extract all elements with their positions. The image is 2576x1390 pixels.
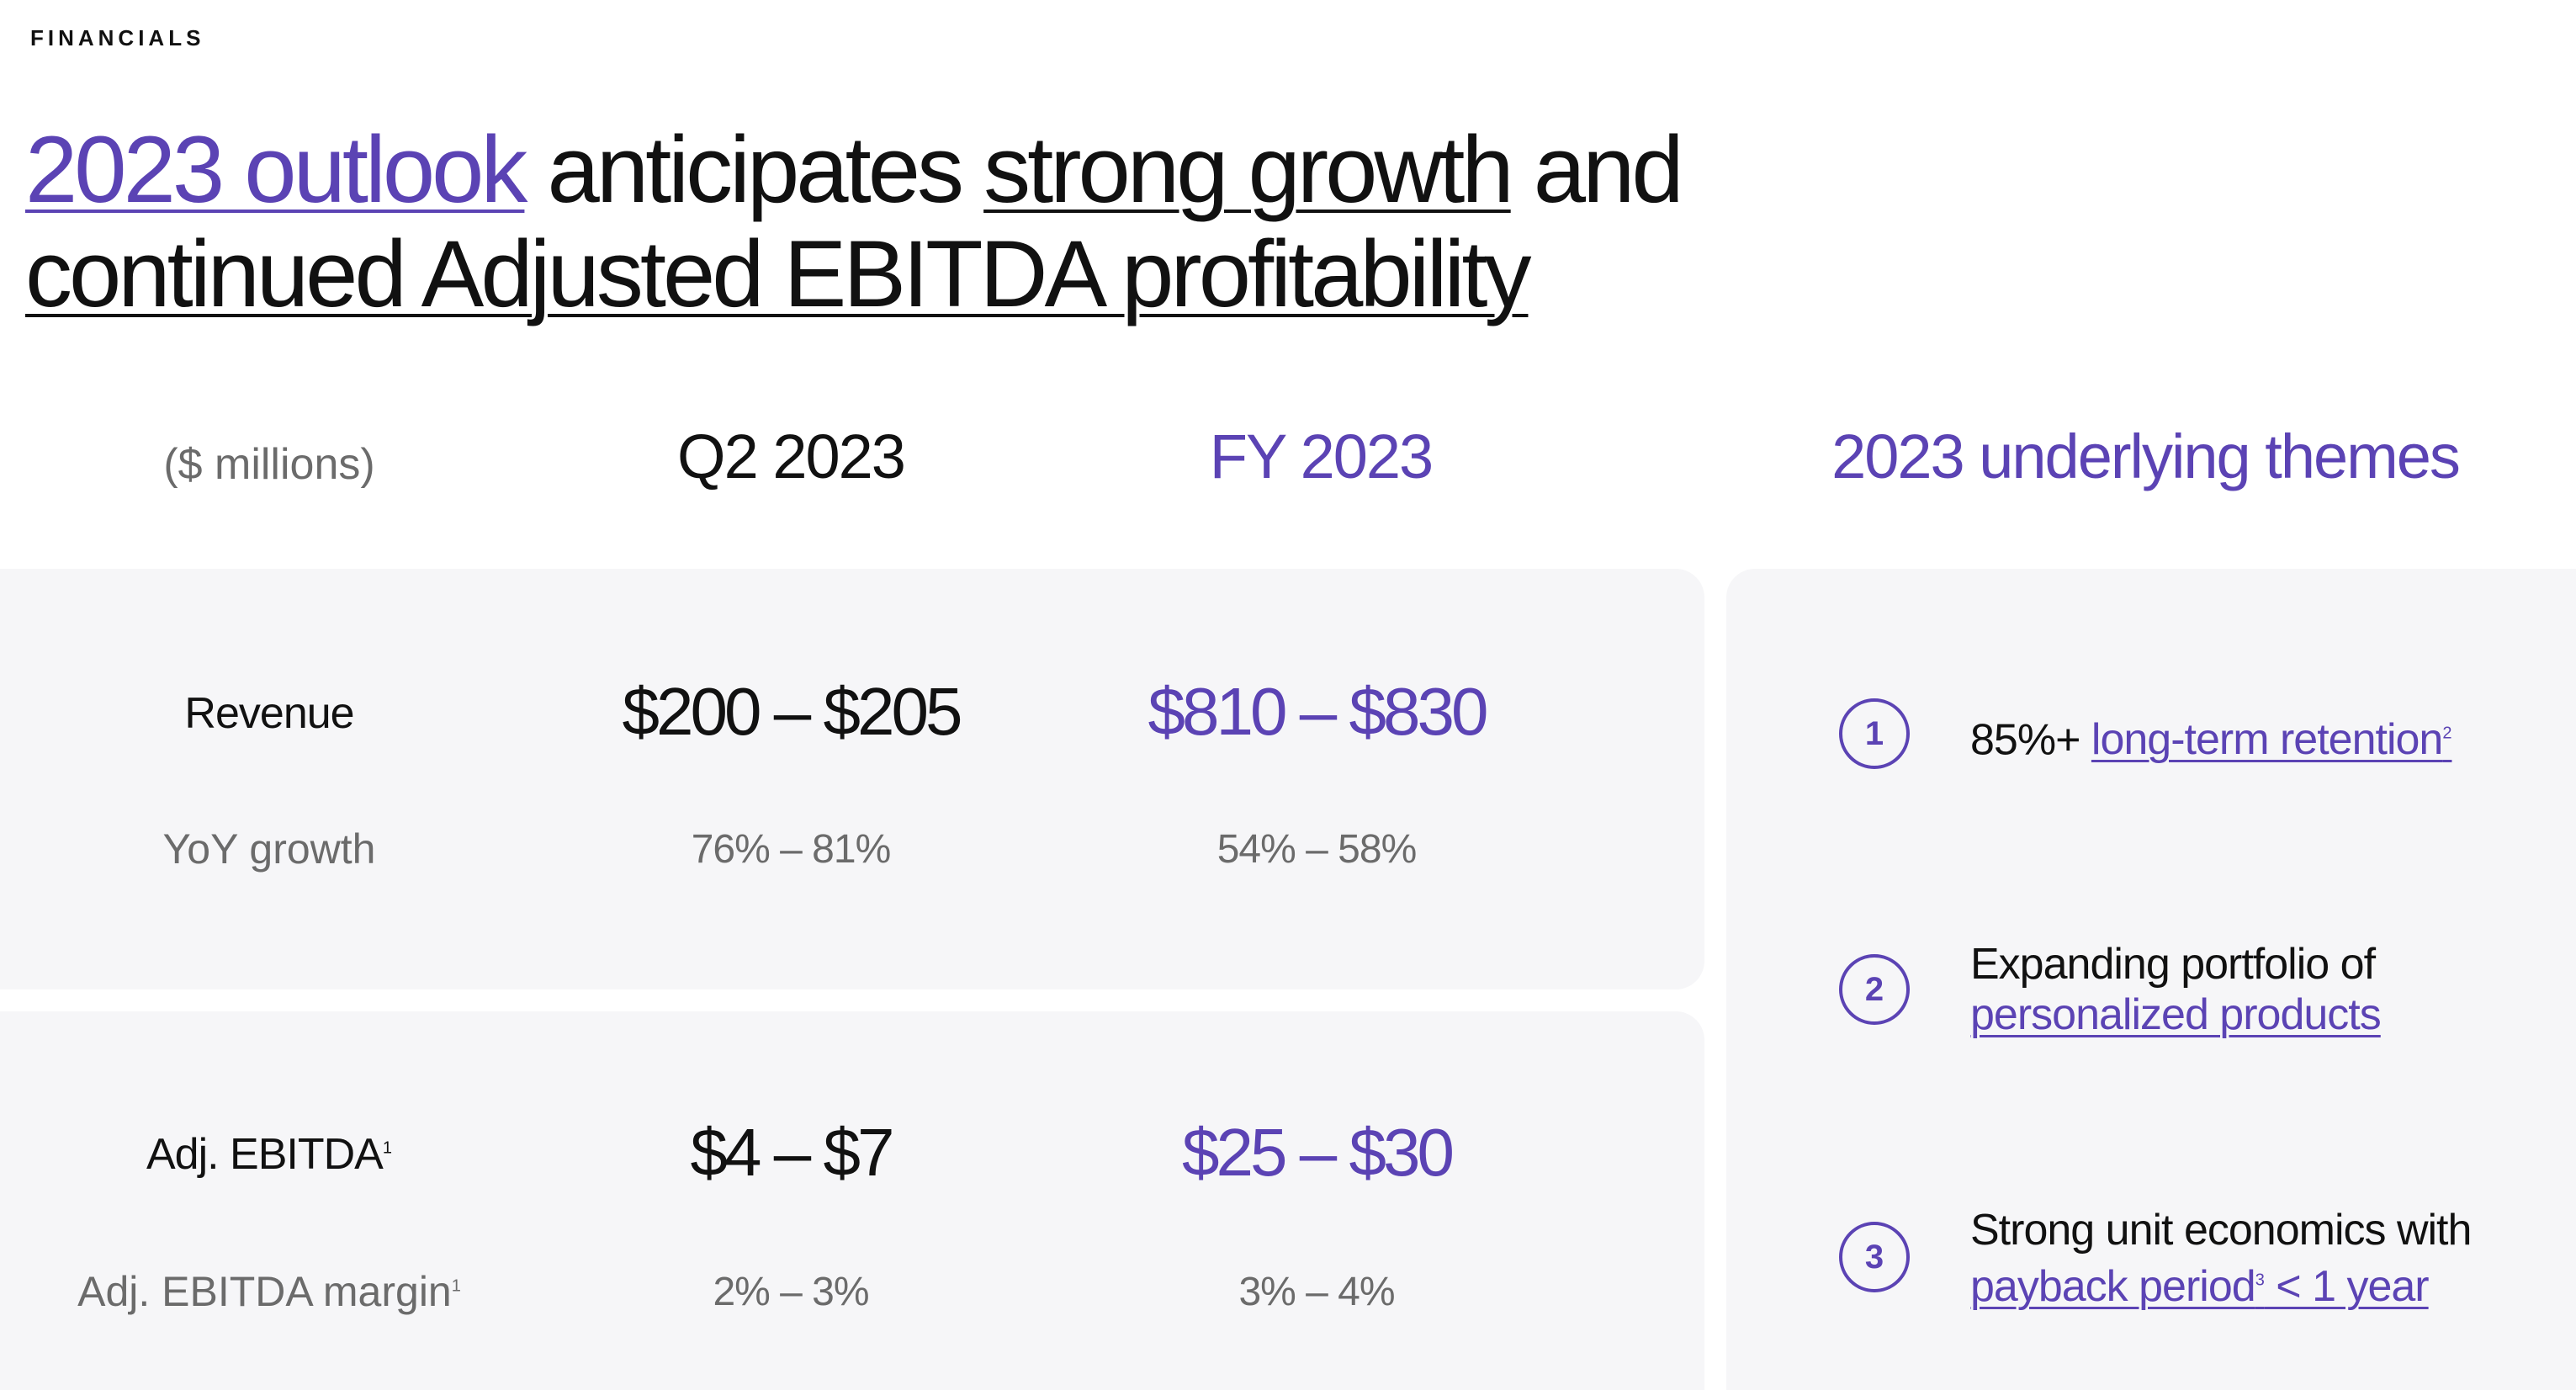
headline: 2023 outlook anticipates strong growth a…	[25, 117, 1684, 326]
adj-ebitda-q2-value: $4 – $7	[690, 1115, 895, 1190]
headline-and: and	[1510, 117, 1684, 222]
theme-number-3: 3	[1839, 1222, 1910, 1292]
themes-header: 2023 underlying themes	[1831, 422, 2461, 491]
revenue-q2-value: $200 – $205	[622, 674, 963, 749]
yoy-growth-fy: 54% – 58%	[1216, 827, 1418, 872]
yoy-growth-q2: 76% – 81%	[691, 827, 892, 872]
theme-number-1: 1	[1839, 698, 1910, 769]
theme-3-text: Strong unit economics with payback perio…	[1970, 1206, 2472, 1312]
q2-2023-header: Q2 2023	[677, 422, 906, 491]
section-eyebrow: FINANCIALS	[30, 25, 205, 50]
footnote-1: 1	[382, 1138, 392, 1158]
adj-ebitda-label: Adj. EBITDA1	[146, 1130, 392, 1179]
theme-1-text: 85%+ long-term retention2	[1970, 715, 2452, 765]
long-term-retention-link[interactable]: long-term retention2	[2091, 715, 2452, 765]
headline-outlook: 2023 outlook	[25, 117, 527, 222]
payback-period-link[interactable]: payback period3 < 1 year	[1970, 1262, 2430, 1312]
theme-2-text: Expanding portfolio of personalized prod…	[1970, 940, 2382, 1039]
headline-strong-growth: strong growth	[983, 117, 1514, 222]
fy-2023-header: FY 2023	[1209, 422, 1434, 491]
footnote-2: 2	[2442, 724, 2452, 743]
adj-ebitda-margin-q2: 2% – 3%	[713, 1270, 869, 1314]
theme-number-2: 2	[1839, 954, 1910, 1025]
revenue-panel	[0, 569, 1704, 989]
footnote-1: 1	[451, 1276, 461, 1296]
ebitda-panel	[0, 1011, 1704, 1390]
revenue-label: Revenue	[184, 689, 354, 738]
footnote-3: 3	[2255, 1271, 2265, 1290]
adj-ebitda-margin-label: Adj. EBITDA margin1	[77, 1268, 461, 1315]
headline-anticipates: anticipates	[524, 117, 984, 222]
personalized-products-link[interactable]: personalized products	[1970, 990, 2382, 1039]
units-header: ($ millions)	[163, 440, 375, 489]
adj-ebitda-fy-value: $25 – $30	[1182, 1115, 1455, 1190]
yoy-growth-label: YoY growth	[162, 825, 376, 873]
headline-profitability: continued Adjusted EBITDA profitability	[25, 221, 1531, 326]
revenue-fy-value: $810 – $830	[1148, 674, 1489, 749]
adj-ebitda-margin-fy: 3% – 4%	[1238, 1270, 1395, 1314]
